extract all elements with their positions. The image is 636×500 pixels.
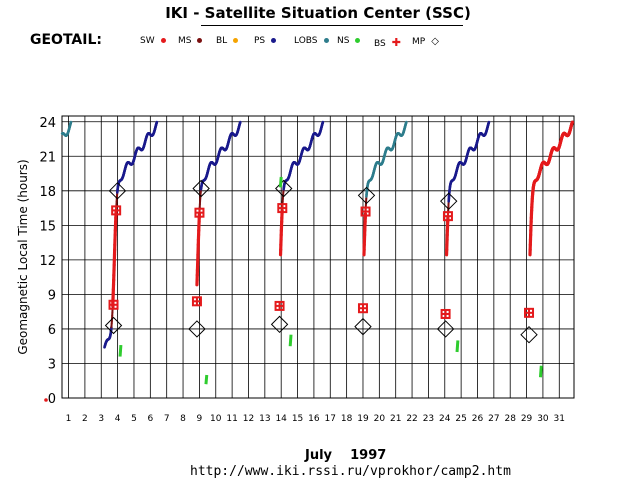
brown-dot-icon (197, 38, 203, 43)
x-tick-label: 29 (521, 414, 533, 424)
magnetopause-marker (354, 317, 372, 336)
magnetopause-marker (436, 320, 455, 338)
x-tick-label: 30 (537, 414, 549, 424)
y-tick-label: 24 (39, 116, 56, 131)
y-tick-label: 6 (48, 323, 56, 338)
x-tick-label: 31 (554, 414, 565, 424)
x-tick-label: 11 (226, 414, 237, 424)
x-tick-label: 21 (390, 414, 401, 424)
legend-label-ms: MS (178, 36, 192, 46)
x-tick-label: 18 (341, 414, 353, 424)
y-tick-label: 12 (39, 254, 56, 269)
region-legend: SW MS BL PS LOBS NS BS ✚ MP ◇ (0, 36, 636, 50)
y-axis-label: Geomagnetic Local Time (hours) (16, 159, 30, 354)
x-tick-label: 27 (488, 414, 499, 424)
page-title: IKI - Satellite Situation Center (SSC) (165, 4, 471, 22)
x-tick-label: 23 (423, 414, 434, 424)
legend-item-bs: BS ✚ (374, 36, 401, 49)
legend-item-ps: PS (254, 36, 277, 46)
navy-dot-icon (271, 38, 277, 43)
satellite-name: GEOTAIL: (30, 32, 102, 48)
y-tick-label: 21 (39, 150, 56, 165)
legend-item-ms: MS (178, 36, 203, 46)
x-tick-label: 13 (259, 414, 270, 424)
orange-dot-icon (233, 38, 239, 43)
diamond-icon: ◇ (431, 36, 439, 47)
x-tick-label: 17 (325, 414, 336, 424)
legend-item-ns: NS (337, 36, 361, 46)
x-tick-label: 9 (197, 414, 203, 424)
y-tick-label: 18 (39, 185, 56, 200)
month-label: July 1997 (305, 448, 386, 463)
red-dot-icon (160, 38, 166, 43)
magnetopause-marker (440, 192, 458, 210)
x-tick-label: 28 (504, 414, 516, 424)
legend-item-lobs: LOBS (294, 36, 329, 46)
x-tick-label: 19 (357, 414, 369, 424)
x-tick-label: 26 (472, 414, 484, 424)
neutral-sheet-segment (538, 365, 543, 378)
origin-dot (44, 398, 48, 402)
neutral-sheet-segment (455, 340, 460, 353)
magnetopause-marker (270, 315, 289, 334)
y-tick-label: 9 (48, 288, 56, 303)
magnetopause-marker (357, 186, 376, 205)
x-tick-label: 15 (292, 414, 303, 424)
title-underline (201, 25, 463, 26)
legend-label-ns: NS (337, 36, 350, 46)
x-tick-label: 7 (164, 414, 170, 424)
legend-label-bl: BL (216, 36, 228, 46)
magnetopause-marker (188, 320, 206, 338)
red-cross-icon: ✚ (391, 36, 401, 49)
x-tick-label: 1 (66, 414, 72, 424)
year-value: 1997 (350, 448, 387, 463)
x-tick-label: 8 (180, 414, 186, 424)
x-tick-label: 2 (82, 414, 88, 424)
y-tick-label: 3 (48, 357, 56, 372)
legend-item-sw: SW (140, 36, 166, 46)
x-tick-label: 6 (147, 414, 153, 424)
legend-label-sw: SW (140, 36, 155, 46)
x-tick-label: 16 (308, 414, 320, 424)
magnetopause-marker (104, 316, 123, 335)
x-tick-label: 3 (98, 414, 104, 424)
source-url[interactable]: http://www.iki.rssi.ru/vprokhor/camp2.ht… (190, 464, 511, 479)
neutral-sheet-segment (118, 344, 123, 357)
magnetopause-marker (275, 179, 293, 198)
month-name: July (305, 448, 333, 463)
magnetopause-marker (192, 179, 210, 198)
y-tick-label: 0 (48, 392, 56, 407)
x-tick-label: 20 (374, 414, 386, 424)
magnetopause-marker (520, 325, 538, 344)
y-tick-label: 15 (39, 219, 56, 234)
magnetopause-marker (108, 182, 127, 200)
green-dot-icon (355, 38, 361, 43)
teal-dot-icon (323, 38, 329, 43)
x-tick-label: 12 (243, 414, 254, 424)
legend-item-mp: MP ◇ (412, 36, 439, 47)
x-tick-label: 14 (275, 414, 287, 424)
neutral-sheet-segment (204, 374, 209, 385)
plot-frame (61, 115, 575, 399)
x-tick-label: 10 (210, 414, 222, 424)
legend-item-bl: BL (216, 36, 239, 46)
neutral-sheet-segment (288, 334, 293, 347)
x-tick-label: 24 (439, 414, 451, 424)
x-tick-label: 22 (406, 414, 417, 424)
x-tick-label: 25 (455, 414, 466, 424)
neutral-sheet-segment (278, 176, 283, 188)
legend-label-ps: PS (254, 36, 266, 46)
legend-label-lobs: LOBS (294, 36, 318, 46)
x-tick-label: 4 (115, 414, 121, 424)
legend-label-bs: BS (374, 39, 386, 49)
legend-label-mp: MP (412, 37, 426, 47)
x-tick-label: 5 (131, 414, 137, 424)
